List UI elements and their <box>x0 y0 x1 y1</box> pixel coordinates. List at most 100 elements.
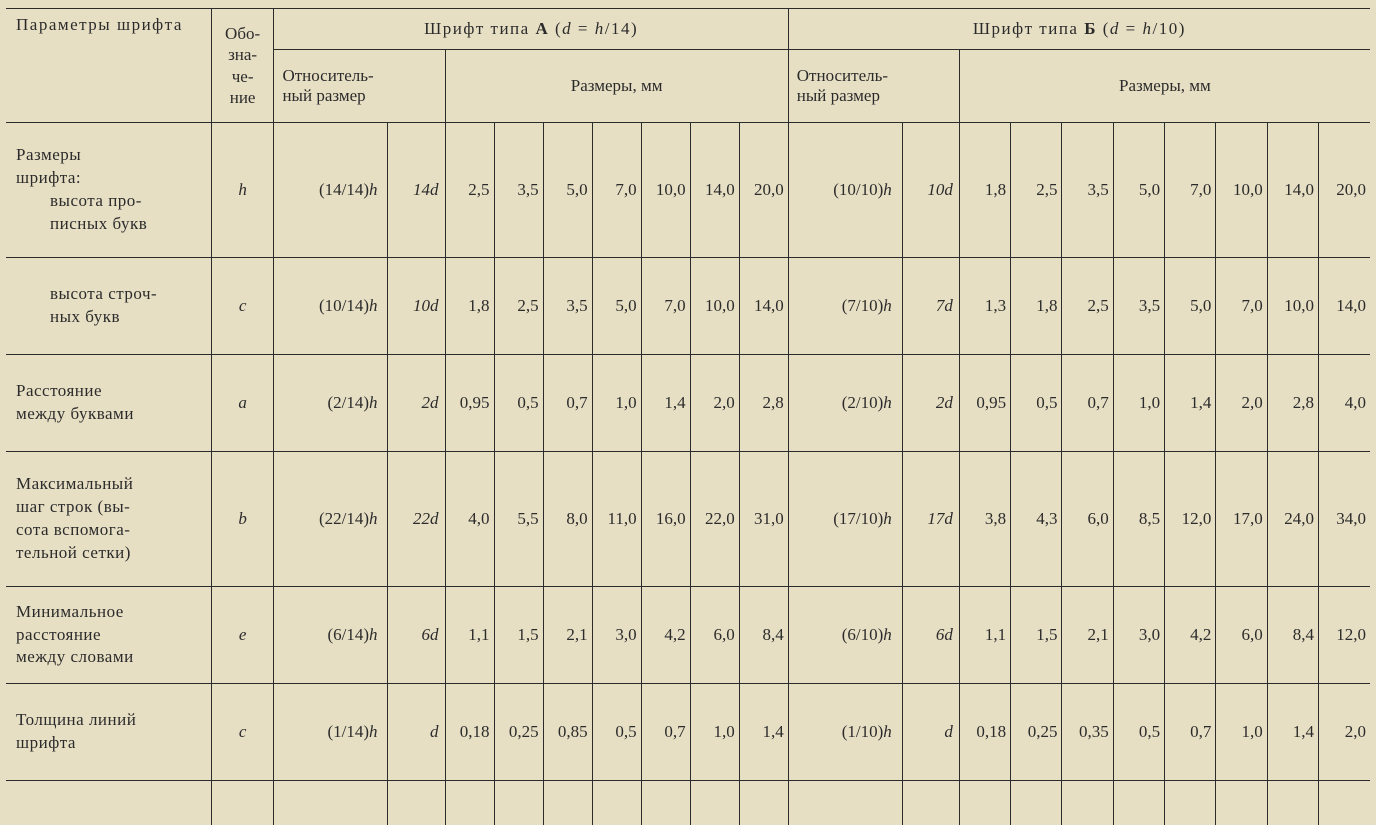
rel-d-b-cell: 7d <box>902 258 959 355</box>
blank-cell <box>1267 781 1318 825</box>
symbol-cell: a <box>211 355 274 452</box>
size-a-cell: 0,5 <box>494 355 543 452</box>
size-a-cell: 14,0 <box>739 258 788 355</box>
rel-d-b-cell: 6d <box>902 587 959 684</box>
header-symbol-text: Обо-зна-че-ние <box>225 24 260 107</box>
size-b-cell: 5,0 <box>1165 258 1216 355</box>
symbol-cell: c <box>211 684 274 781</box>
size-b-cell: 1,5 <box>1011 587 1062 684</box>
size-a-cell: 2,0 <box>690 355 739 452</box>
size-b-cell: 1,8 <box>959 123 1010 258</box>
rel-d-b-cell: d <box>902 684 959 781</box>
size-b-cell: 1,0 <box>1113 355 1164 452</box>
size-b-cell: 0,95 <box>959 355 1010 452</box>
size-a-cell: 3,0 <box>592 587 641 684</box>
size-a-cell: 2,1 <box>543 587 592 684</box>
size-a-cell: 4,2 <box>641 587 690 684</box>
size-a-cell: 31,0 <box>739 452 788 587</box>
rel-d-a-cell: 6d <box>388 587 445 684</box>
size-b-cell: 2,0 <box>1216 355 1267 452</box>
size-a-cell: 22,0 <box>690 452 739 587</box>
table-row: Расстояниемежду буквамиa(2/14)h2d0,950,5… <box>6 355 1370 452</box>
size-b-cell: 0,18 <box>959 684 1010 781</box>
blank-cell <box>1216 781 1267 825</box>
rel-d-b-cell: 17d <box>902 452 959 587</box>
blank-cell <box>211 781 274 825</box>
size-b-cell: 3,0 <box>1113 587 1164 684</box>
blank-cell <box>959 781 1010 825</box>
rel-d-a-cell: 2d <box>388 355 445 452</box>
header-sizes-a-text: Размеры, мм <box>571 76 663 95</box>
symbol-cell: h <box>211 123 274 258</box>
blank-cell <box>1113 781 1164 825</box>
header-relsize-a: Относитель-ный размер <box>274 50 445 123</box>
header-param: Параметры шрифта <box>6 9 211 123</box>
table-row: Толщина линийшрифтаc(1/14)hd0,180,250,85… <box>6 684 1370 781</box>
size-a-cell: 10,0 <box>641 123 690 258</box>
rel-d-a-cell: d <box>388 684 445 781</box>
size-b-cell: 1,3 <box>959 258 1010 355</box>
size-a-cell: 0,95 <box>445 355 494 452</box>
size-b-cell: 24,0 <box>1267 452 1318 587</box>
rel-d-b-cell: 2d <box>902 355 959 452</box>
size-a-cell: 2,5 <box>494 258 543 355</box>
header-sizes-a: Размеры, мм <box>445 50 788 123</box>
blank-cell <box>6 781 211 825</box>
size-b-cell: 2,8 <box>1267 355 1318 452</box>
rel-h-a-cell: (2/14)h <box>274 355 388 452</box>
rel-h-b-cell: (17/10)h <box>788 452 902 587</box>
rel-h-a-cell: (10/14)h <box>274 258 388 355</box>
blank-cell <box>543 781 592 825</box>
size-b-cell: 8,4 <box>1267 587 1318 684</box>
size-b-cell: 34,0 <box>1319 452 1371 587</box>
size-a-cell: 8,4 <box>739 587 788 684</box>
blank-cell <box>592 781 641 825</box>
size-a-cell: 0,85 <box>543 684 592 781</box>
rel-d-a-cell: 14d <box>388 123 445 258</box>
table-row: Минимальноерасстояниемежду словамиe(6/14… <box>6 587 1370 684</box>
blank-cell <box>388 781 445 825</box>
symbol-cell: e <box>211 587 274 684</box>
size-a-cell: 1,0 <box>690 684 739 781</box>
size-b-cell: 0,7 <box>1062 355 1113 452</box>
header-param-text: Параметры шрифта <box>16 15 183 34</box>
param-cell: Расстояниемежду буквами <box>6 355 211 452</box>
font-parameters-table: Параметры шрифта Обо-зна-че-ние Шрифт ти… <box>6 8 1370 825</box>
size-a-cell: 5,0 <box>592 258 641 355</box>
header-sizes-b: Размеры, мм <box>959 50 1370 123</box>
size-a-cell: 3,5 <box>494 123 543 258</box>
blank-cell <box>739 781 788 825</box>
size-b-cell: 2,1 <box>1062 587 1113 684</box>
rel-h-a-cell: (1/14)h <box>274 684 388 781</box>
size-b-cell: 6,0 <box>1216 587 1267 684</box>
size-b-cell: 6,0 <box>1062 452 1113 587</box>
param-cell: высота строч-ных букв <box>6 258 211 355</box>
rel-d-a-cell: 10d <box>388 258 445 355</box>
size-b-cell: 7,0 <box>1216 258 1267 355</box>
size-a-cell: 1,1 <box>445 587 494 684</box>
header-type-b-text: Шрифт типа Б (d = h/10) <box>973 19 1186 38</box>
size-b-cell: 2,5 <box>1011 123 1062 258</box>
symbol-cell: b <box>211 452 274 587</box>
size-a-cell: 7,0 <box>641 258 690 355</box>
size-b-cell: 1,0 <box>1216 684 1267 781</box>
header-relsize-b: Относитель-ный размер <box>788 50 959 123</box>
size-b-cell: 17,0 <box>1216 452 1267 587</box>
size-a-cell: 5,0 <box>543 123 592 258</box>
header-sizes-b-text: Размеры, мм <box>1119 76 1211 95</box>
header-type-a: Шрифт типа А (d = h/14) <box>274 9 788 50</box>
rel-h-a-cell: (6/14)h <box>274 587 388 684</box>
rel-d-a-cell: 22d <box>388 452 445 587</box>
symbol-cell: c <box>211 258 274 355</box>
blank-cell <box>1062 781 1113 825</box>
size-a-cell: 0,18 <box>445 684 494 781</box>
size-b-cell: 12,0 <box>1319 587 1371 684</box>
size-b-cell: 5,0 <box>1113 123 1164 258</box>
header-type-a-text: Шрифт типа А (d = h/14) <box>424 19 638 38</box>
size-a-cell: 0,5 <box>592 684 641 781</box>
size-b-cell: 20,0 <box>1319 123 1371 258</box>
blank-cell <box>902 781 959 825</box>
size-b-cell: 4,2 <box>1165 587 1216 684</box>
table-row-blank <box>6 781 1370 825</box>
size-b-cell: 10,0 <box>1216 123 1267 258</box>
